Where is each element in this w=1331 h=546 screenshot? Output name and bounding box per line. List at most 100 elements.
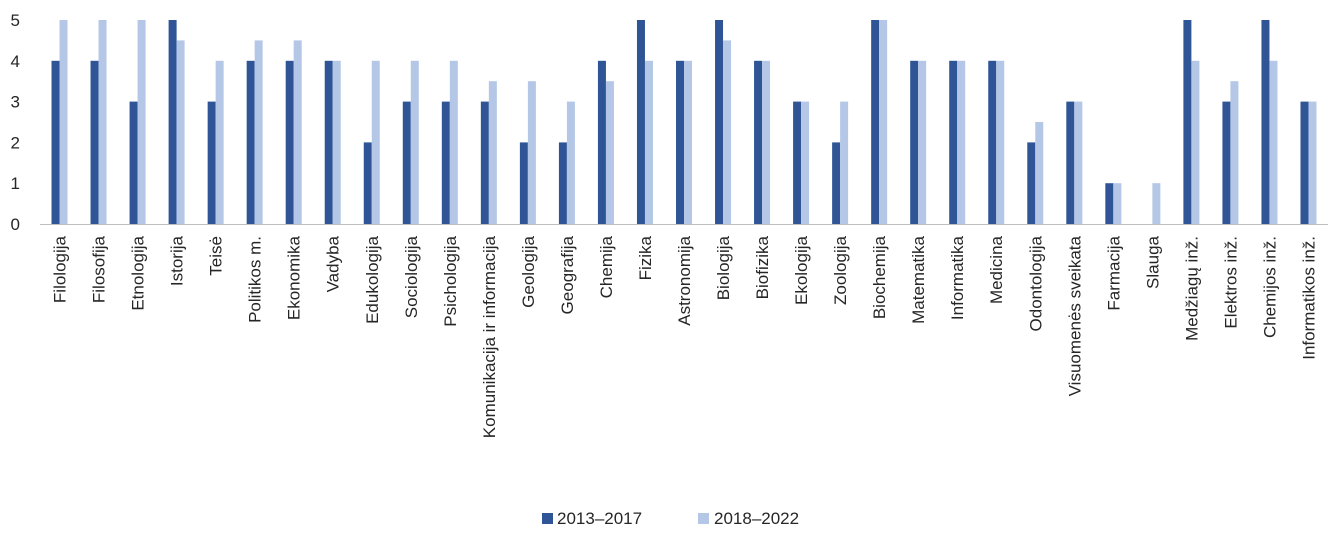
legend-swatch — [542, 513, 553, 524]
x-tick-label: Vadyba — [324, 235, 343, 292]
bar-series1 — [832, 142, 841, 224]
x-tick-label: Informatika — [948, 235, 967, 320]
x-tick-label: Astronomija — [675, 235, 694, 325]
x-tick-label: Biologija — [714, 235, 733, 300]
bar-series2 — [371, 60, 380, 224]
bar-series2 — [293, 40, 302, 225]
y-axis-tick-labels: 0 1 2 3 4 5 — [11, 11, 20, 234]
x-tick-label: Zoologija — [831, 235, 850, 305]
bar-series2 — [1191, 60, 1200, 224]
x-tick-label: Ekonomika — [285, 235, 304, 320]
bar-series2 — [254, 40, 263, 225]
x-tick-label: Medžiagų inž. — [1182, 236, 1201, 341]
x-tick-label: Fizika — [636, 235, 655, 280]
bar-series2 — [1230, 81, 1239, 224]
bar-series2 — [957, 60, 966, 224]
bar-series1 — [1222, 101, 1231, 224]
bar-series1 — [871, 20, 880, 224]
x-tick-label: Biochemija — [870, 235, 889, 319]
y-tick-label: 5 — [11, 11, 20, 30]
bar-series1 — [1027, 142, 1036, 224]
x-tick-label: Ekologija — [792, 235, 811, 305]
y-tick-label: 2 — [11, 133, 20, 152]
bar-series2 — [566, 101, 575, 224]
bar-series2 — [137, 20, 146, 224]
x-tick-label: Matematika — [909, 235, 928, 323]
bar-series2 — [1074, 101, 1083, 224]
x-axis-tick-labels: Filologija Filosofija Etnologija Istorija Te… — [51, 235, 1319, 438]
bar-series1 — [51, 60, 60, 224]
x-tick-label: Visuomenės sveikata — [1065, 235, 1084, 396]
x-tick-label: Farmacija — [1104, 235, 1123, 310]
bar-series2 — [527, 81, 536, 224]
bar-series1 — [90, 60, 99, 224]
bar-series1 — [1300, 101, 1309, 224]
legend-swatch — [698, 513, 709, 524]
bar-series2 — [1113, 183, 1122, 224]
bar-series2 — [918, 60, 927, 224]
x-tick-label: Teisė — [207, 236, 226, 276]
x-tick-label: Odontologija — [1026, 235, 1045, 331]
bar-series1 — [793, 101, 802, 224]
bar-series1 — [324, 60, 333, 224]
legend-label: 2018–2022 — [714, 509, 799, 528]
x-tick-label: Biofizika — [753, 235, 772, 299]
bar-series1 — [1183, 20, 1192, 224]
bar-series2 — [98, 20, 107, 224]
x-tick-label: Medicina — [987, 235, 1006, 304]
bar-series1 — [441, 101, 450, 224]
x-tick-label: Politikos m. — [246, 236, 265, 323]
bar-series2 — [723, 40, 732, 225]
x-tick-label: Slauga — [1143, 235, 1162, 288]
bar-series1 — [207, 101, 216, 224]
bar-series2 — [488, 81, 497, 224]
bar-series2 — [801, 101, 810, 224]
bar-series1 — [129, 101, 138, 224]
bar-series2 — [684, 60, 692, 224]
legend-label: 2013–2017 — [557, 509, 642, 528]
bar-series2 — [1152, 183, 1161, 224]
bar-series2 — [332, 60, 341, 224]
x-tick-label: Istorija — [168, 235, 187, 286]
bar-series1 — [402, 101, 411, 224]
bar-series2 — [644, 60, 653, 224]
bar-series1 — [910, 60, 919, 224]
x-tick-label: Komunikacija ir informacija — [480, 235, 499, 438]
y-tick-label: 4 — [11, 52, 20, 71]
bar-series2 — [59, 20, 68, 224]
y-tick-label: 1 — [11, 174, 20, 193]
bars-group — [51, 20, 1317, 225]
bar-series2 — [840, 101, 849, 224]
x-tick-label: Sociologija — [402, 235, 421, 318]
x-tick-label: Psichologija — [441, 235, 460, 326]
bar-series1 — [168, 20, 177, 224]
bar-series1 — [1261, 20, 1270, 224]
bar-series1 — [754, 60, 763, 224]
bar-series2 — [176, 40, 185, 225]
bar-series2 — [1269, 60, 1278, 224]
x-tick-label: Geologija — [519, 235, 538, 307]
bar-series2 — [605, 81, 614, 224]
bar-series1 — [519, 142, 528, 224]
bar-series2 — [215, 60, 224, 224]
bar-series1 — [1105, 183, 1114, 224]
bar-series1 — [246, 60, 255, 224]
bar-series1 — [558, 142, 567, 224]
bar-series1 — [715, 20, 724, 224]
bar-series2 — [410, 60, 419, 224]
x-tick-label: Chemijos inž. — [1260, 236, 1279, 338]
bar-series1 — [949, 60, 958, 224]
x-tick-label: Edukologija — [363, 235, 382, 323]
bar-series1 — [363, 142, 372, 224]
x-tick-label: Elektros inž. — [1221, 236, 1240, 329]
x-tick-label: Informatikos inž. — [1299, 236, 1318, 360]
x-tick-label: Filosofija — [90, 235, 109, 303]
x-tick-label: Chemija — [597, 235, 616, 298]
bar-series1 — [1066, 101, 1075, 224]
x-tick-label: Filologija — [51, 235, 70, 303]
x-tick-label: Geografija — [558, 235, 577, 314]
bar-series2 — [1308, 101, 1317, 224]
bar-series1 — [988, 60, 997, 224]
